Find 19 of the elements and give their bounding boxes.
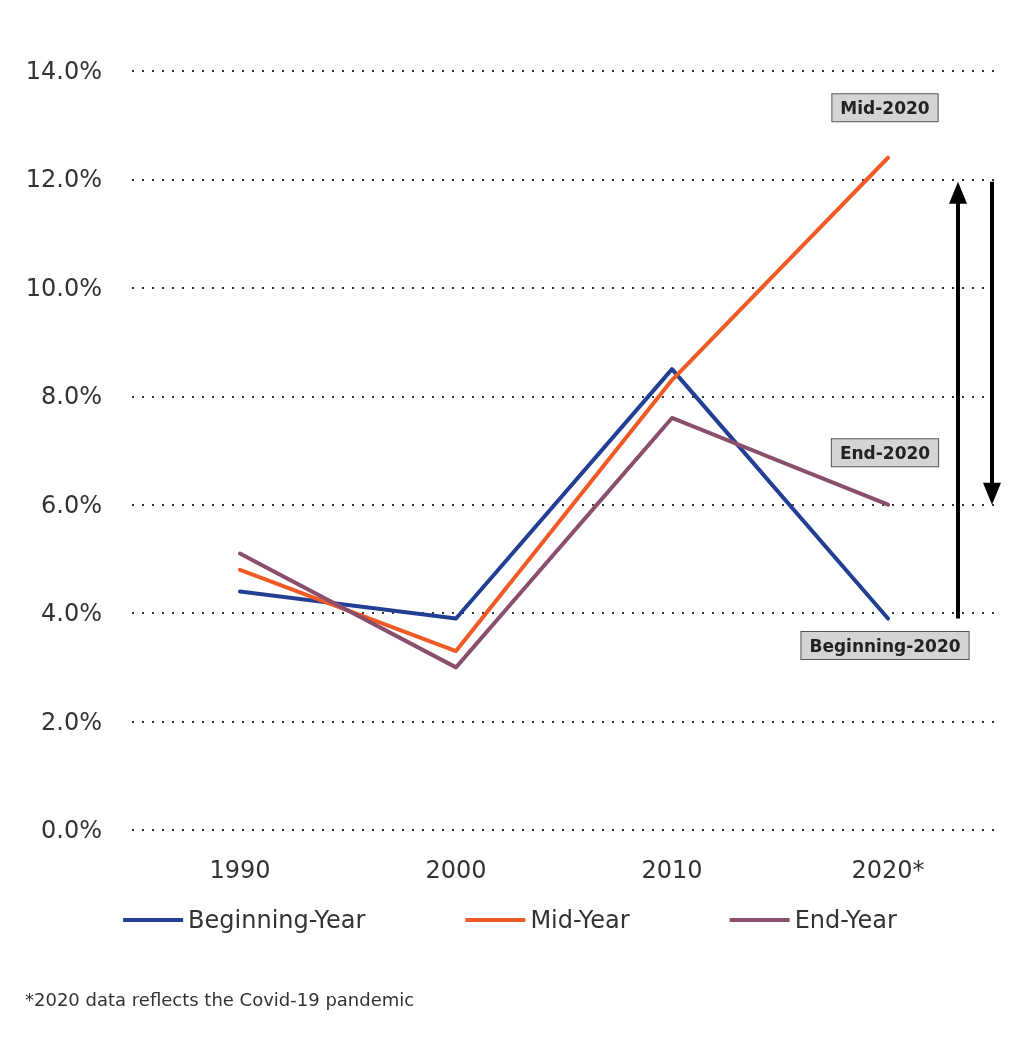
y-tick-label: 2.0% <box>41 707 102 736</box>
annotation: Beginning-2020 <box>809 635 961 656</box>
x-tick-label: 2020* <box>851 856 925 884</box>
x-tick-label: 2010 <box>641 856 703 884</box>
y-tick-label: 0.0% <box>41 816 102 844</box>
annotation: Mid-2020 <box>840 97 930 118</box>
x-tick-label: 1990 <box>209 856 271 884</box>
y-tick-label: 4.0% <box>41 599 102 628</box>
legend-label: End-Year <box>794 906 898 934</box>
y-tick-label: 8.0% <box>41 382 102 411</box>
annotation: End-2020 <box>839 442 931 463</box>
text: *2020 data reflects the Covid-19 pandemic <box>25 988 415 1010</box>
legend-label: Beginning-Year <box>188 906 366 934</box>
y-tick-label: 10.0% <box>25 273 102 302</box>
y-tick-label: 14.0% <box>25 57 102 85</box>
y-tick-label: 6.0% <box>41 490 102 519</box>
legend-label: Mid-Year <box>530 906 630 934</box>
x-tick-label: 2000 <box>425 856 487 884</box>
y-tick-label: 12.0% <box>25 165 102 194</box>
